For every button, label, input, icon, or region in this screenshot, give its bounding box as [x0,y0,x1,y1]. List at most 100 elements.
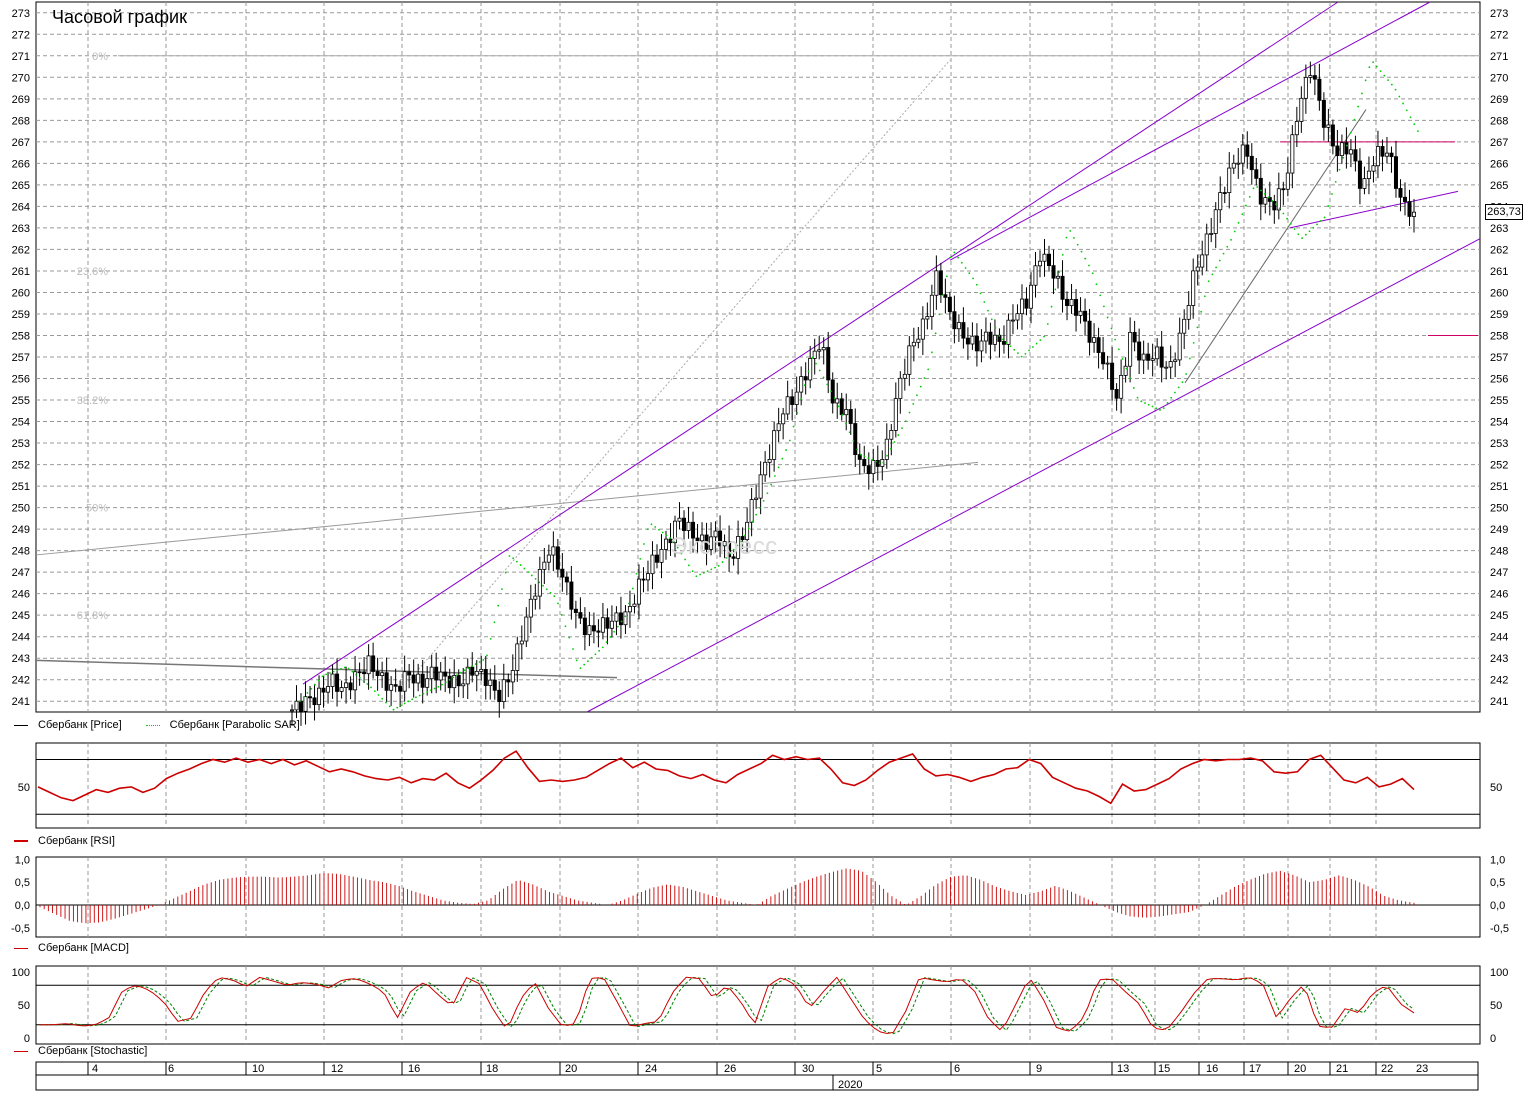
candle [1209,217,1214,243]
price-legend-label: Сбербанк [Price] [38,719,122,731]
candle-body [1335,145,1340,157]
candle [1101,336,1106,370]
sar-dot [471,665,473,668]
candle-body [344,682,349,688]
candle [835,382,840,419]
candle-body [1299,97,1304,122]
fib-level-label: 23.6% [77,266,108,278]
candle [312,683,317,721]
candle-body [920,318,925,340]
sar-dot [945,275,948,278]
candle-body [492,679,497,691]
candle [510,654,515,695]
candle [1042,238,1047,277]
candle-body [709,536,714,550]
sar-dot [998,335,1001,337]
sar-dot [474,663,477,665]
price-legend[interactable]: Сбербанк [Price] Сбербанк [Parabolic SAR… [0,719,300,731]
price-y-tick-right: 258 [1490,330,1508,342]
candle [1128,317,1133,383]
sar-dot [512,557,515,560]
candle [1173,352,1178,378]
sar-dot [826,383,829,386]
candle-body [524,616,529,642]
sar-dot [859,453,862,456]
sar-dot [1076,243,1079,246]
candle [790,389,795,421]
macd-y-tick-right: 0,0 [1490,900,1505,912]
candle-body [1200,254,1205,268]
candle-body [1245,144,1250,157]
sar-dot [373,690,376,693]
candle [1272,194,1277,224]
sar-dot [904,420,907,423]
candle [605,608,610,645]
price-y-tick-right: 266 [1490,158,1508,170]
candle-body [1010,319,1015,322]
sar-dot [523,567,526,570]
candle-body [429,666,434,680]
candle [519,625,524,660]
date-axis-frame [35,1061,1479,1091]
sar-dot [658,528,660,531]
candle-body [1164,366,1169,369]
candle-body [582,617,587,636]
sar-dot [1132,387,1135,389]
candle-body [1317,78,1322,101]
price-y-tick-right: 261 [1490,266,1508,278]
sar-dot [1046,323,1049,325]
candle [1276,172,1281,220]
rsi-legend-swatch [14,840,28,842]
price-y-tick-right: 248 [1490,546,1508,558]
candle-body [938,270,943,296]
sar-dot [983,301,986,303]
sar-dot [762,499,765,502]
date-tick-label: 12 [331,1063,343,1075]
candle-body [1060,275,1065,300]
candle [718,515,723,558]
candle [582,607,587,651]
candle [645,560,650,592]
sar-dot [310,687,313,690]
sar-dot [949,256,952,259]
sar-dot [1170,396,1173,399]
sar-dot [489,637,492,640]
sar-dot [1413,123,1416,126]
macd-y-tick-right: 0,5 [1490,877,1505,889]
sar-dot [1106,316,1109,319]
candle [380,661,385,688]
candle [546,544,551,571]
candle [1218,176,1223,223]
candle-body [794,391,799,405]
candle [564,571,569,596]
candle-body [497,689,502,703]
sar-dot [669,537,672,539]
macd-legend[interactable]: Сбербанк [MACD] [0,942,129,954]
rsi-legend[interactable]: Сбербанк [RSI] [0,835,115,847]
price-y-tick-left: 266 [12,158,30,170]
price-y-tick-right: 242 [1490,675,1508,687]
candle [330,664,335,699]
candle-body [456,675,461,687]
candle-body [1087,320,1092,343]
candle-body [1308,75,1313,78]
candle-body [321,687,326,693]
candle-body [357,671,362,674]
sar-dot [579,667,582,670]
candle [524,607,529,648]
candle-body [488,679,493,686]
trend-line-grey [35,461,979,556]
sar-dot [325,673,328,676]
sar-dot [1043,335,1045,338]
price-y-tick-right: 253 [1490,438,1508,450]
candle [488,668,493,700]
sar-dot [411,698,414,701]
candle [1155,338,1160,366]
candle-body [1042,253,1047,262]
macd-bars [39,868,1415,924]
stoch-legend[interactable]: Сбербанк [Stochastic] [0,1045,147,1057]
fib-fan-line [399,59,951,691]
candle [326,671,331,704]
candle [1330,119,1335,155]
